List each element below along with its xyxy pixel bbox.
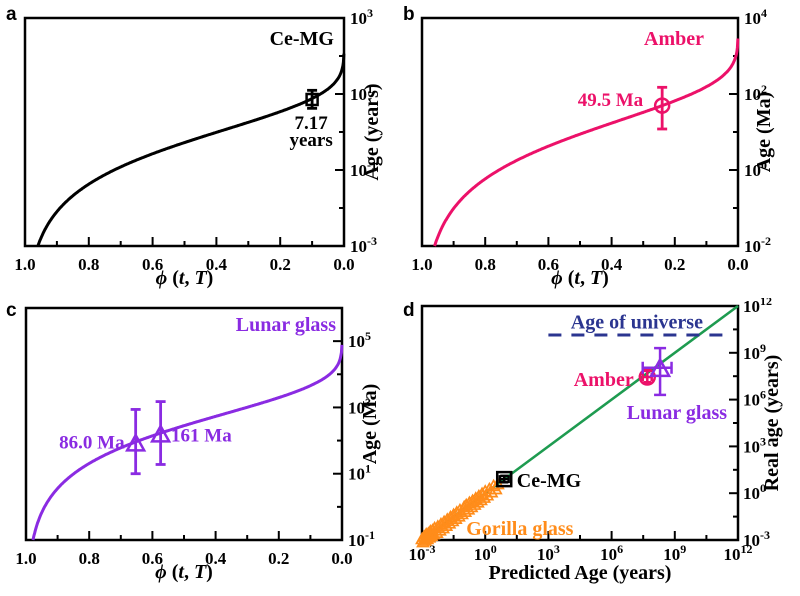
panel-d-x-tick-label: 106	[600, 542, 623, 564]
panel-c-y-tick-label: 10-1	[348, 528, 375, 550]
panel-c-errorbar-1	[155, 400, 166, 466]
age-of-universe-label: Age of universe	[571, 311, 703, 333]
panel-d-x-tick-label: 103	[537, 542, 560, 564]
panel-d-y-ticks	[729, 305, 738, 541]
panel-letter-b: b	[403, 4, 415, 25]
panel-d-x-tick-label: 1012	[724, 542, 753, 564]
panel-d-y-axis-label: Real age (years)	[761, 355, 783, 492]
panel-c-x-tick-label-3: 0.4	[205, 549, 227, 568]
panel-b: b 1.0 0.8 0.6 0.4 0.2 0.0 104 102 100 10-2 ϕ (t, T)…	[403, 4, 775, 289]
panel-d-y-tick-label: 1012	[743, 298, 772, 316]
amber-label: Amber	[574, 369, 634, 391]
panel-b-x-tick-label-0: 1.0	[411, 255, 432, 274]
panel-d-y-tick-label: 10-3	[743, 528, 770, 550]
panel-a-x-tick-label-0: 1.0	[14, 255, 35, 274]
panel-a-x-ticks	[24, 237, 345, 246]
panel-d-y-tick-label: 106	[743, 388, 766, 410]
panel-c-marker-1	[149, 423, 172, 443]
panel-a-marker-0	[305, 92, 319, 107]
panel-letter-d: d	[403, 300, 415, 321]
ce-mg-xerr	[498, 475, 510, 484]
panel-c-y-axis-label: Age (Ma)	[359, 384, 381, 465]
panel-a-y-tick-label: 101	[350, 82, 373, 104]
panel-b-y-tick-label: 104	[744, 6, 767, 28]
gorilla-glass-marker	[480, 488, 495, 501]
panel-letter-a: a	[6, 4, 17, 25]
panel-a-x-axis-label: ϕ (t, T)	[156, 267, 214, 289]
panel-b-x-tick-label-1: 0.8	[475, 255, 496, 274]
gorilla-glass-label: Gorilla glass	[466, 518, 573, 540]
panel-letter-c: c	[6, 300, 17, 321]
panel-a-y-axis-label: Age (years)	[361, 83, 383, 180]
gorilla-glass-marker	[484, 484, 499, 498]
panel-c-x-tick-label-2: 0.6	[142, 549, 163, 568]
panel-a-y-ticks	[335, 17, 344, 247]
panel-a-y-tick-label: 10-3	[350, 234, 377, 256]
gorilla-glass-points	[415, 476, 505, 548]
panel-b-x-tick-label-4: 0.2	[664, 255, 685, 274]
ce-mg-label: Ce-MG	[517, 470, 582, 492]
panel-b-x-tick-label-2: 0.6	[538, 255, 559, 274]
panel-a-curve	[36, 53, 346, 247]
panel-b-point-label: 49.5 Ma	[578, 90, 644, 111]
gorilla-glass-marker	[426, 527, 441, 540]
lunar-glass-xerr	[641, 361, 673, 374]
panel-b-x-ticks	[421, 237, 739, 246]
panel-b-x-axis-label: ϕ (t, T)	[551, 267, 609, 289]
lunar-glass-marker	[648, 357, 672, 378]
panel-b-x-tick-label-3: 0.4	[601, 255, 623, 274]
panel-b-title: Amber	[644, 28, 704, 50]
panel-c-x-tick-label-4: 0.2	[268, 549, 289, 568]
panel-c-x-ticks	[25, 531, 343, 540]
panel-a: a 1.0 0.8 0.6 0.4 0.2 0.0 103 101 10-1 10-3 ϕ (t, T…	[6, 4, 383, 289]
lunar-glass-yerr	[654, 346, 667, 397]
panel-c-y-ticks	[333, 307, 342, 541]
panel-b-curve	[433, 38, 740, 247]
panel-d-x-tick-label: 100	[474, 542, 497, 564]
panel-d: d 10-3 100 103 106 109 1012 1012 109 106 103 100 10-…	[403, 298, 783, 584]
panel-c-frame	[24, 306, 344, 542]
panel-c-marker-0	[125, 432, 147, 452]
panel-c-y-tick-label: 101	[348, 462, 371, 484]
panel-c: c 1.0 0.8 0.6 0.4 0.2 0.0 105 103 101 10-1 ϕ (t, T)…	[6, 300, 381, 583]
panel-b-y-tick-label: 10-2	[744, 234, 771, 256]
panel-c-x-tick-label-1: 0.8	[79, 549, 100, 568]
lunar-glass-label: Lunar glass	[627, 402, 727, 424]
panel-a-y-tick-label: 10-1	[350, 158, 377, 180]
panel-a-y-tick-label: 103	[350, 6, 373, 28]
panel-d-y-tick-label: 103	[743, 434, 766, 456]
panel-b-x-tick-label-5: 0.0	[727, 255, 748, 274]
panel-b-marker-0	[653, 97, 671, 114]
panel-c-x-axis-label: ϕ (t, T)	[155, 561, 213, 583]
panel-c-x-tick-label-5: 0.0	[331, 549, 352, 568]
ce-mg-marker	[495, 470, 513, 488]
panel-d-x-axis-label: Predicted Age (years)	[489, 562, 672, 584]
panel-d-y-tick-label: 100	[743, 481, 766, 503]
panel-c-point-label: 86.0 Ma	[59, 433, 125, 454]
panel-d-y-tick-label: 109	[743, 341, 766, 363]
panel-c-curve	[31, 344, 344, 541]
panel-a-x-tick-label-5: 0.0	[333, 255, 354, 274]
panel-c-y-tick-label: 105	[348, 329, 371, 351]
panel-c-y-tick-label: 103	[348, 395, 371, 417]
panel-a-point-label: years	[290, 130, 333, 151]
panel-b-y-tick-label: 102	[744, 82, 767, 104]
panel-a-point-label: 7.17	[295, 113, 329, 134]
panel-d-x-tick-label: 109	[663, 542, 686, 564]
panel-d-x-tick-label: 10-3	[409, 542, 436, 564]
panel-a-x-tick-label-4: 0.2	[270, 255, 291, 274]
panel-c-title: Lunar glass	[236, 314, 336, 336]
panel-a-x-tick-label-1: 0.8	[78, 255, 99, 274]
panel-a-x-tick-label-2: 0.6	[142, 255, 163, 274]
panel-a-x-tick-label-3: 0.4	[206, 255, 228, 274]
panel-b-y-axis-label: Age (Ma)	[753, 92, 775, 173]
panel-a-title: Ce-MG	[270, 28, 335, 50]
panel-c-errorbar-0	[130, 408, 141, 476]
panel-c-point-label: 161 Ma	[171, 426, 232, 447]
panel-b-frame	[420, 16, 740, 248]
panel-b-errorbar-0	[657, 85, 668, 131]
panel-c-x-tick-label-0: 1.0	[15, 549, 36, 568]
panel-b-y-tick-label: 100	[744, 158, 767, 180]
